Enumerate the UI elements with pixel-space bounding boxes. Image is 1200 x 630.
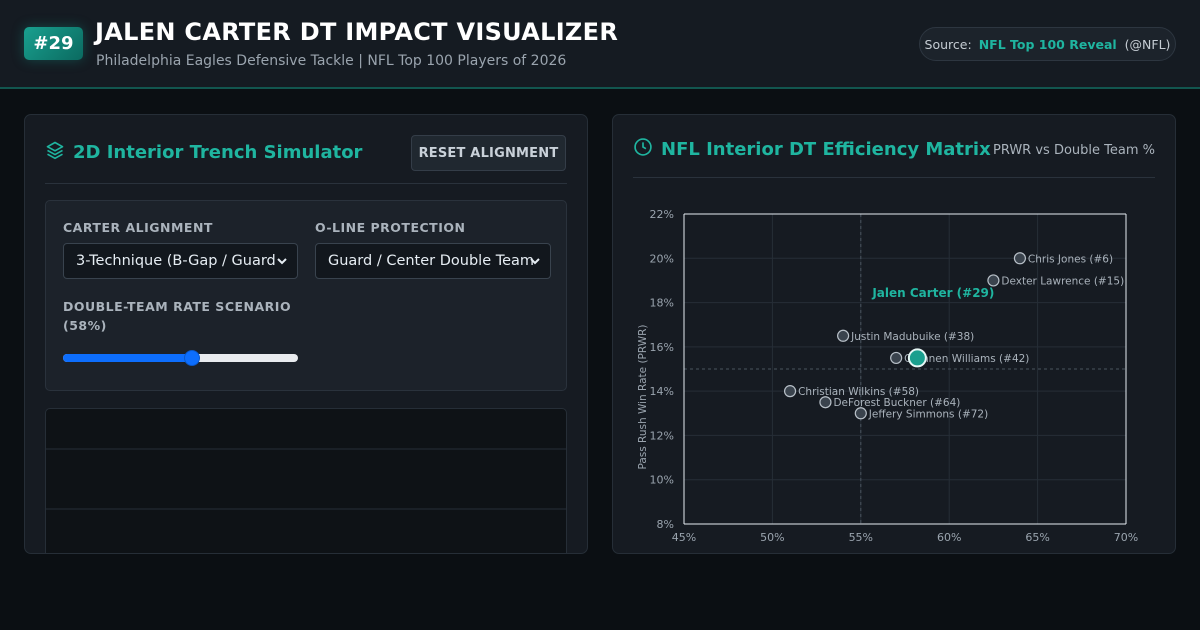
simulator-title-row: 2D Interior Trench Simulator xyxy=(45,140,362,165)
y-tick-label: 14% xyxy=(650,385,674,398)
data-point-label: Christian Wilkins (#58) xyxy=(798,386,919,398)
data-point-label: Jeffery Simmons (#72) xyxy=(868,408,988,420)
x-tick-label: 65% xyxy=(1025,531,1049,544)
chevron-down-icon xyxy=(276,254,288,272)
layers-icon xyxy=(45,140,65,165)
y-tick-label: 8% xyxy=(657,518,674,531)
y-tick-label: 10% xyxy=(650,474,674,487)
header: #29 JALEN CARTER DT IMPACT VISUALIZER Ph… xyxy=(0,0,1200,89)
matrix-title: NFL Interior DT Efficiency Matrix xyxy=(661,139,991,160)
data-point-label: Dexter Lawrence (#15) xyxy=(1001,275,1124,287)
source-label: Source: xyxy=(924,36,972,52)
x-tick-label: 50% xyxy=(760,531,784,544)
double-team-label: DOUBLE-TEAM RATE SCENARIO xyxy=(63,299,292,314)
clock-icon xyxy=(633,137,653,162)
protection-select[interactable]: Guard / Center Double Team xyxy=(315,243,551,279)
alignment-value: 3-Technique (B-Gap / Guard xyxy=(76,253,276,269)
slider-handle[interactable] xyxy=(184,350,201,366)
data-point xyxy=(819,396,832,409)
efficiency-scatter-chart: 22% 20% 18% 16% 14% 12% 10% 8%45% 50% 55% 60% 65% 70… xyxy=(637,208,1138,544)
chevron-down-icon xyxy=(529,254,541,272)
divider xyxy=(45,183,567,184)
simulator-panel: 2D Interior Trench Simulator RESET ALIGN… xyxy=(24,114,588,554)
data-point xyxy=(1013,252,1027,265)
y-tick-label: 22% xyxy=(650,208,674,221)
divider xyxy=(633,177,1155,178)
simulator-title: 2D Interior Trench Simulator xyxy=(73,142,363,163)
alignment-label: CARTER ALIGNMENT xyxy=(63,220,213,235)
source-handle: (@NFL) xyxy=(1124,36,1171,52)
matrix-title-row: NFL Interior DT Efficiency Matrix xyxy=(633,137,991,162)
y-tick-label: 18% xyxy=(650,297,674,310)
controls-box: CARTER ALIGNMENT 3-Technique (B-Gap / Gu… xyxy=(45,200,567,391)
page-subtitle: Philadelphia Eagles Defensive Tackle | N… xyxy=(96,53,567,69)
protection-label: O-LINE PROTECTION xyxy=(315,220,466,235)
x-tick-label: 55% xyxy=(849,531,873,544)
matrix-subtitle: PRWR vs Double Team % xyxy=(992,143,1155,158)
data-point xyxy=(854,407,867,420)
source-link[interactable]: NFL Top 100 Reveal xyxy=(978,36,1117,52)
y-axis-label: Pass Rush Win Rate (PRWR) xyxy=(637,324,649,469)
data-point xyxy=(987,274,1000,287)
data-point-label-highlight: Jalen Carter (#29) xyxy=(871,286,994,300)
data-point xyxy=(837,329,850,342)
trench-field xyxy=(45,408,567,553)
field-line xyxy=(46,508,566,510)
alignment-select[interactable]: 3-Technique (B-Gap / Guard xyxy=(63,243,298,279)
data-point xyxy=(783,385,797,398)
data-point-label: DeForest Buckner (#64) xyxy=(833,397,960,409)
protection-value: Guard / Center Double Team xyxy=(328,253,535,269)
data-point xyxy=(890,351,903,365)
source-pill: Source: NFL Top 100 Reveal (@NFL) xyxy=(919,27,1176,61)
rank-badge: #29 xyxy=(24,27,83,60)
reset-alignment-button[interactable]: RESET ALIGNMENT xyxy=(411,135,566,171)
x-tick-label: 70% xyxy=(1114,531,1138,544)
y-tick-label: 12% xyxy=(650,429,674,442)
data-point-highlight xyxy=(907,348,927,368)
double-team-slider[interactable] xyxy=(63,354,298,362)
page-title: JALEN CARTER DT IMPACT VISUALIZER xyxy=(95,18,619,46)
y-tick-label: 20% xyxy=(650,252,674,265)
field-line xyxy=(46,448,566,450)
data-point-label: Chris Jones (#6) xyxy=(1028,253,1113,265)
data-point-label: Justin Madubuike (#38) xyxy=(850,331,974,343)
data-point-label: Quinnen Williams (#42) xyxy=(904,353,1029,365)
y-tick-label: 16% xyxy=(650,341,674,354)
x-tick-label: 60% xyxy=(937,531,961,544)
double-team-value: (58%) xyxy=(63,318,107,333)
matrix-panel: NFL Interior DT Efficiency Matrix PRWR v… xyxy=(612,114,1176,554)
x-tick-label: 45% xyxy=(672,531,696,544)
slider-fill xyxy=(63,354,193,362)
